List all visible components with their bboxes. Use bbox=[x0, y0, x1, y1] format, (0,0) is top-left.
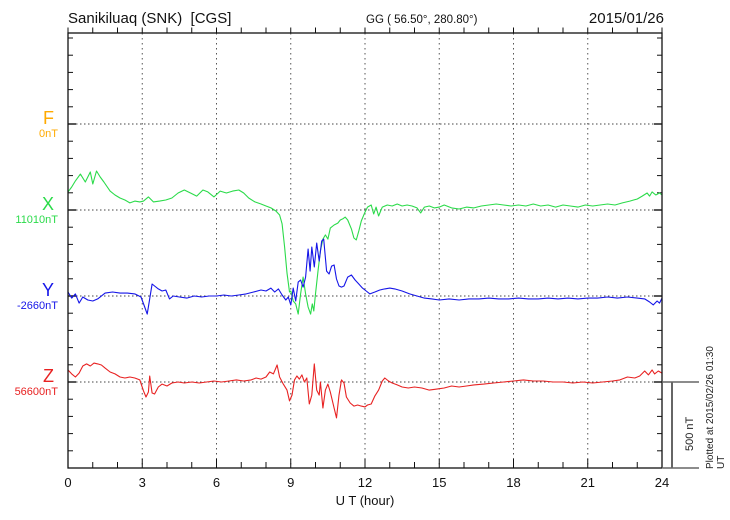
hour-label-9: 9 bbox=[287, 475, 295, 490]
hour-label-3: 3 bbox=[138, 475, 146, 490]
plotted-at-label: Plotted at 2015/02/26 01:30 UT bbox=[705, 346, 727, 469]
x-axis-title: U T (hour) bbox=[335, 493, 395, 508]
trace-Y bbox=[67, 238, 663, 315]
component-baseline-value-X: 11010nT bbox=[15, 214, 58, 226]
hour-label-12: 12 bbox=[357, 475, 373, 490]
scalebar-label: 500 nT bbox=[684, 416, 696, 451]
hour-label-6: 6 bbox=[212, 475, 221, 490]
hour-label-24: 24 bbox=[654, 475, 670, 490]
hour-label-21: 21 bbox=[580, 475, 595, 490]
hour-label-18: 18 bbox=[506, 475, 521, 490]
trace-X bbox=[67, 170, 663, 315]
component-letter-X: X bbox=[41, 194, 54, 214]
hour-label-15: 15 bbox=[432, 475, 447, 490]
component-letter-F: F bbox=[43, 108, 54, 128]
component-baseline-value-Z: 56600nT bbox=[14, 386, 58, 398]
trace-Z bbox=[67, 362, 663, 419]
component-baseline-value-Y: -2660nT bbox=[17, 300, 58, 312]
component-letter-Y: Y bbox=[41, 280, 54, 300]
date-label: 2015/01/26 bbox=[588, 10, 664, 27]
plot-frame bbox=[67, 32, 663, 469]
station-title: Sanikiluaq (SNK) [CGS] bbox=[68, 10, 232, 27]
hour-label-0: 0 bbox=[64, 475, 72, 490]
geographic-coords-label: GG ( 56.50°, 280.80°) bbox=[366, 14, 478, 26]
component-baseline-value-F: 0nT bbox=[39, 128, 58, 140]
component-letter-Z: Z bbox=[43, 366, 54, 386]
